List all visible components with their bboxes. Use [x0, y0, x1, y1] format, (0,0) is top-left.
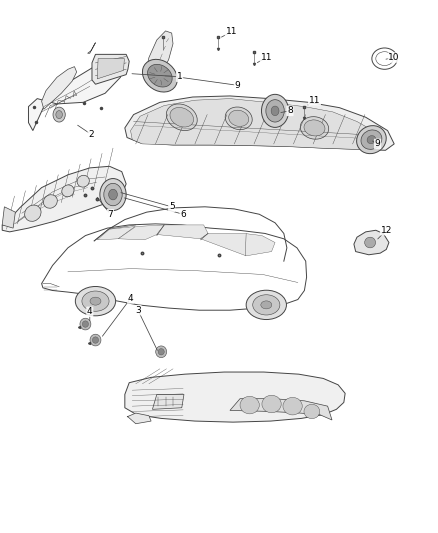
Polygon shape — [97, 59, 124, 79]
Text: 10: 10 — [389, 53, 400, 62]
Ellipse shape — [62, 185, 74, 197]
Ellipse shape — [148, 64, 172, 87]
Text: 11: 11 — [261, 53, 272, 62]
Ellipse shape — [142, 59, 177, 92]
Text: 8: 8 — [287, 107, 293, 115]
Ellipse shape — [166, 104, 197, 131]
Ellipse shape — [77, 175, 89, 187]
Text: 11: 11 — [226, 28, 237, 36]
Polygon shape — [88, 43, 95, 53]
Ellipse shape — [225, 107, 252, 130]
Ellipse shape — [300, 117, 328, 139]
Text: 1: 1 — [177, 72, 183, 81]
Text: 5: 5 — [169, 203, 175, 211]
Text: 12: 12 — [381, 226, 392, 235]
Polygon shape — [125, 96, 394, 150]
Ellipse shape — [372, 48, 397, 69]
Ellipse shape — [25, 205, 41, 221]
Ellipse shape — [266, 100, 284, 122]
Ellipse shape — [170, 108, 194, 127]
Ellipse shape — [92, 337, 99, 343]
Ellipse shape — [90, 297, 101, 305]
Ellipse shape — [90, 334, 101, 346]
Ellipse shape — [158, 349, 164, 355]
Ellipse shape — [53, 107, 65, 122]
Text: 4: 4 — [128, 294, 133, 303]
Text: 9: 9 — [374, 140, 381, 148]
Polygon shape — [92, 54, 129, 84]
Ellipse shape — [82, 321, 88, 327]
Ellipse shape — [253, 295, 280, 315]
Text: 3: 3 — [135, 306, 141, 314]
Polygon shape — [2, 207, 15, 228]
Ellipse shape — [56, 110, 62, 118]
Ellipse shape — [240, 397, 259, 414]
Polygon shape — [127, 413, 151, 424]
Polygon shape — [157, 225, 208, 239]
Ellipse shape — [271, 106, 279, 116]
Ellipse shape — [361, 130, 382, 149]
Ellipse shape — [43, 195, 57, 208]
Ellipse shape — [357, 126, 386, 154]
Ellipse shape — [283, 398, 302, 415]
Polygon shape — [118, 225, 164, 240]
Polygon shape — [42, 224, 307, 310]
Text: 2: 2 — [88, 130, 94, 139]
Text: 9: 9 — [234, 81, 240, 90]
Ellipse shape — [364, 237, 376, 248]
Polygon shape — [145, 31, 173, 85]
Polygon shape — [97, 227, 135, 240]
Polygon shape — [28, 56, 125, 131]
Text: 7: 7 — [107, 210, 113, 219]
Ellipse shape — [80, 318, 91, 330]
Polygon shape — [2, 166, 126, 232]
Polygon shape — [42, 67, 77, 109]
Polygon shape — [131, 99, 383, 150]
Polygon shape — [354, 230, 389, 255]
Ellipse shape — [75, 287, 116, 316]
Text: 4: 4 — [87, 308, 92, 316]
Ellipse shape — [261, 301, 272, 309]
Polygon shape — [201, 233, 275, 256]
Ellipse shape — [100, 179, 126, 211]
Ellipse shape — [246, 290, 286, 320]
Polygon shape — [152, 394, 184, 409]
Ellipse shape — [304, 404, 320, 419]
Polygon shape — [230, 399, 332, 420]
Ellipse shape — [109, 189, 117, 200]
Ellipse shape — [82, 291, 109, 311]
Ellipse shape — [261, 94, 289, 127]
Ellipse shape — [304, 120, 325, 136]
Polygon shape — [125, 372, 345, 422]
Ellipse shape — [376, 52, 393, 66]
Ellipse shape — [262, 395, 281, 413]
Text: 11: 11 — [309, 96, 320, 104]
Ellipse shape — [367, 135, 376, 144]
Ellipse shape — [156, 346, 166, 358]
Ellipse shape — [104, 183, 122, 206]
Text: 6: 6 — [180, 210, 186, 219]
Ellipse shape — [229, 110, 249, 126]
